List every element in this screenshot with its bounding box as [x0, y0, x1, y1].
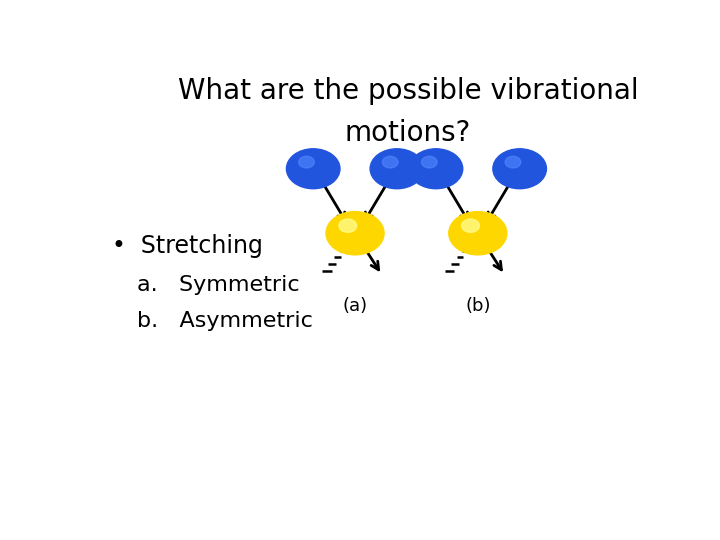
Text: What are the possible vibrational: What are the possible vibrational [178, 77, 639, 105]
Circle shape [462, 219, 480, 232]
Text: (a): (a) [343, 297, 368, 315]
Circle shape [409, 149, 463, 188]
Text: a.   Symmetric: a. Symmetric [138, 275, 300, 295]
Text: motions?: motions? [345, 119, 472, 147]
Circle shape [421, 156, 437, 168]
Circle shape [493, 149, 546, 188]
Circle shape [287, 149, 340, 188]
Text: b.   Asymmetric: b. Asymmetric [138, 310, 313, 330]
Circle shape [449, 212, 507, 255]
Circle shape [299, 156, 315, 168]
Text: (b): (b) [465, 297, 490, 315]
Text: •  Stretching: • Stretching [112, 234, 264, 258]
Circle shape [370, 149, 423, 188]
Circle shape [505, 156, 521, 168]
Circle shape [339, 219, 356, 232]
Circle shape [326, 212, 384, 255]
Circle shape [382, 156, 398, 168]
